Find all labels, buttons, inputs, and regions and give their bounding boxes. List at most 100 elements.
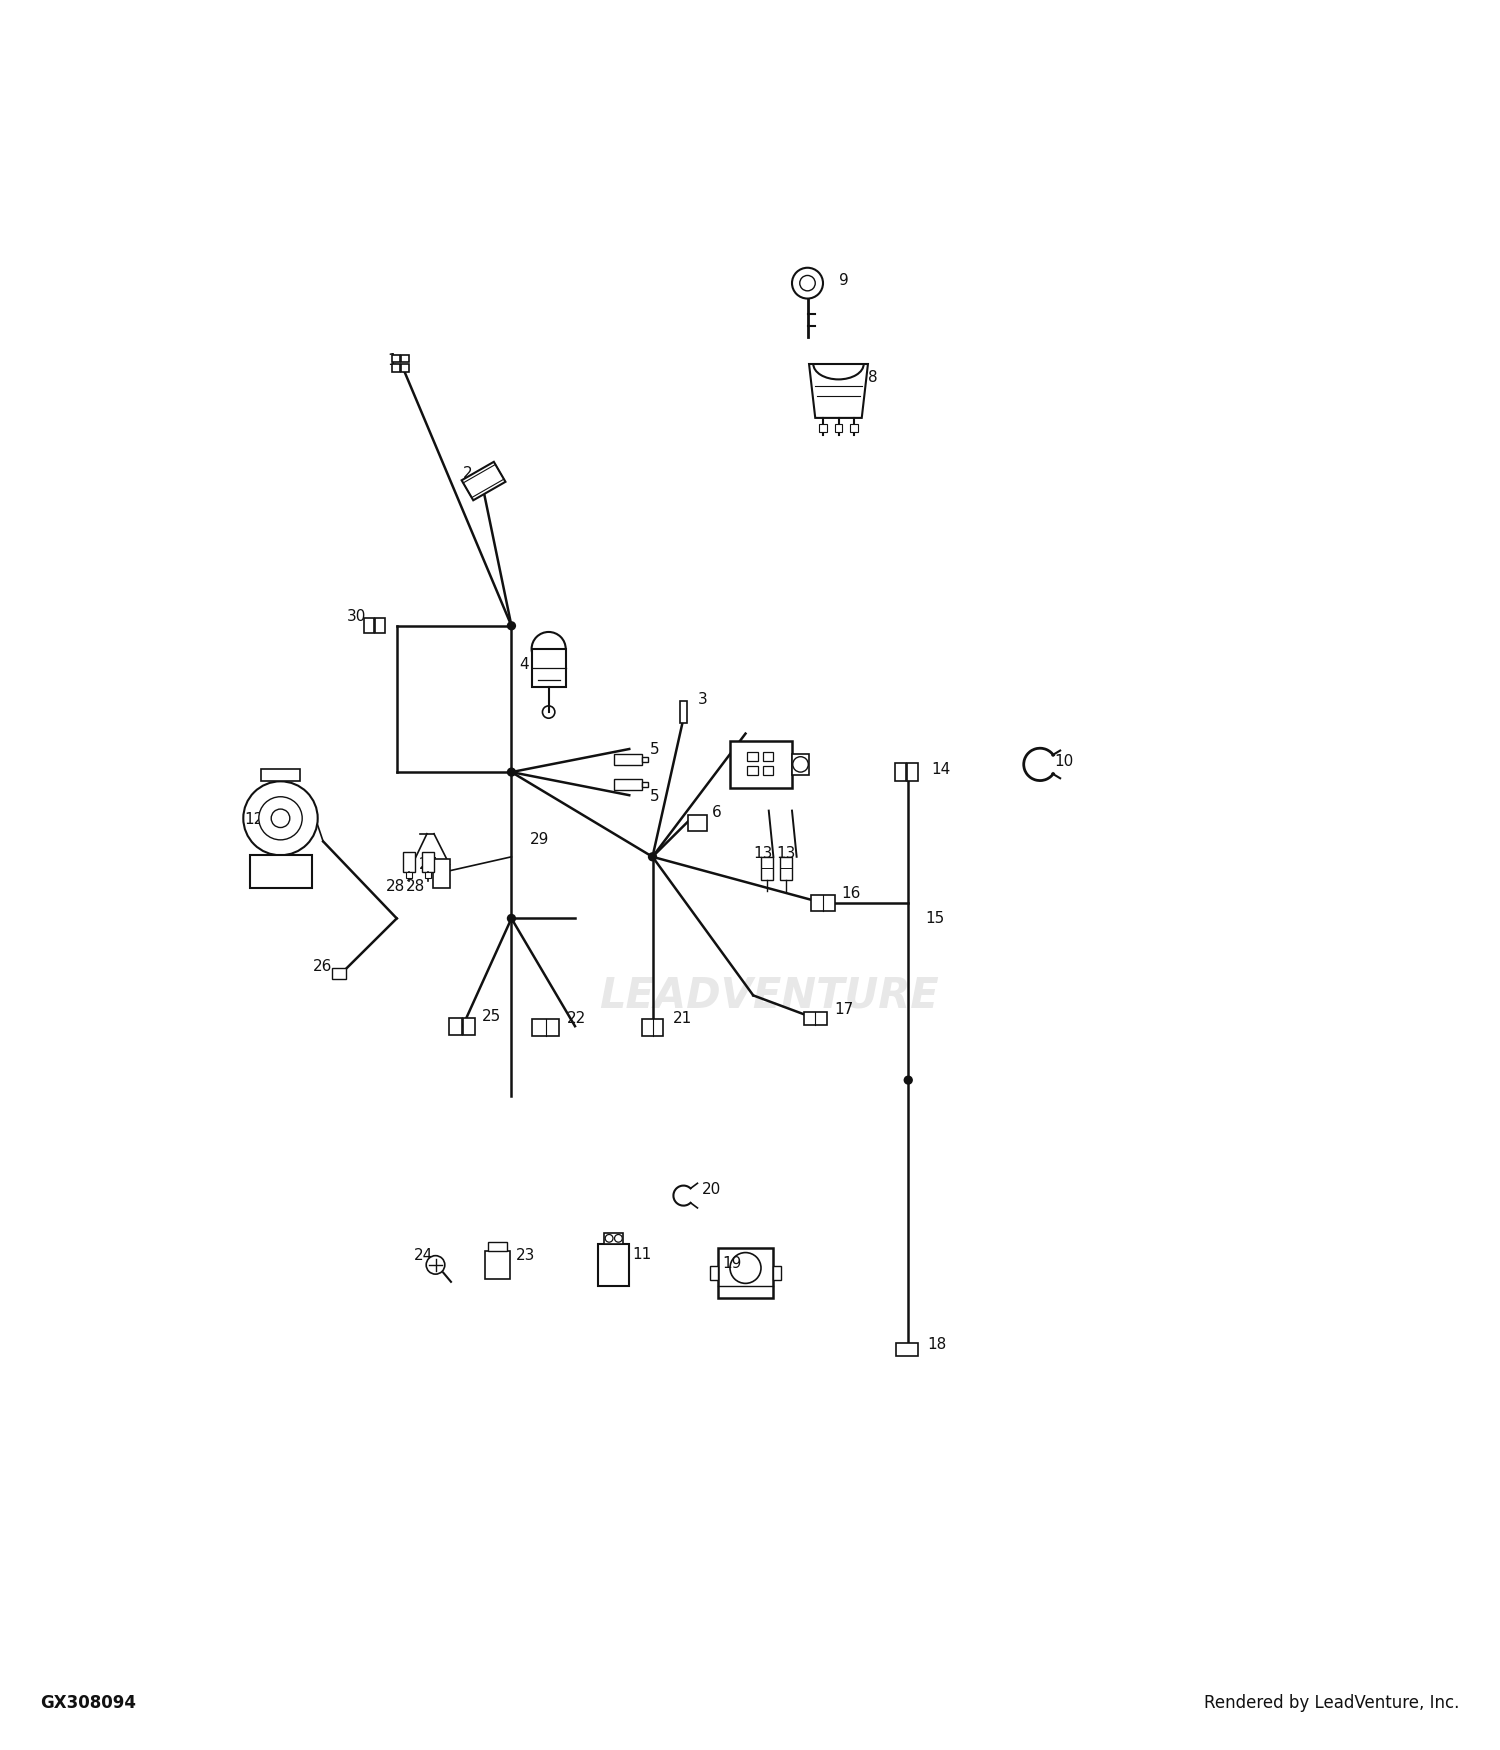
Bar <box>614 754 642 765</box>
Bar <box>450 1018 462 1034</box>
Bar <box>688 816 706 831</box>
Text: 28: 28 <box>386 878 405 894</box>
Bar <box>333 968 346 980</box>
Bar <box>642 782 648 788</box>
Text: LEADVENTURE: LEADVENTURE <box>598 975 939 1017</box>
Bar <box>642 758 648 761</box>
Bar <box>804 1011 826 1026</box>
Text: 13: 13 <box>753 847 772 861</box>
Bar <box>433 859 450 889</box>
Polygon shape <box>808 364 868 418</box>
Bar <box>747 752 758 761</box>
Text: 23: 23 <box>516 1248 536 1264</box>
Circle shape <box>507 768 516 777</box>
Bar <box>406 872 412 878</box>
Bar <box>730 742 792 788</box>
Circle shape <box>243 780 318 856</box>
Bar <box>850 424 858 432</box>
Bar <box>484 1251 510 1279</box>
Bar <box>402 355 410 362</box>
Bar <box>402 364 410 371</box>
Text: 19: 19 <box>723 1256 741 1270</box>
Bar <box>392 355 400 362</box>
Text: 30: 30 <box>346 609 366 625</box>
Text: 28: 28 <box>406 878 426 894</box>
Bar <box>422 852 434 872</box>
Circle shape <box>792 268 824 299</box>
Text: 22: 22 <box>567 1011 586 1026</box>
Text: 18: 18 <box>927 1337 946 1353</box>
Bar <box>249 856 312 887</box>
Bar <box>404 852 416 872</box>
Text: 29: 29 <box>530 833 549 847</box>
Circle shape <box>615 1234 622 1242</box>
Bar <box>747 766 758 775</box>
Bar <box>261 768 300 780</box>
Text: 21: 21 <box>672 1011 692 1026</box>
Bar <box>392 364 400 371</box>
Circle shape <box>531 632 566 665</box>
Bar <box>464 464 504 497</box>
Bar <box>598 1244 630 1286</box>
Circle shape <box>507 914 516 922</box>
Bar <box>531 649 566 688</box>
Text: 7: 7 <box>729 749 738 765</box>
Circle shape <box>800 275 816 290</box>
Bar <box>680 702 687 723</box>
Text: 15: 15 <box>926 912 945 926</box>
Text: 20: 20 <box>702 1181 721 1197</box>
Bar <box>604 1234 622 1244</box>
Bar <box>762 766 774 775</box>
Text: 25: 25 <box>482 1010 501 1024</box>
Text: GX308094: GX308094 <box>40 1694 136 1712</box>
Bar <box>834 424 843 432</box>
Bar <box>717 1248 774 1298</box>
Text: 8: 8 <box>868 371 877 385</box>
Text: 9: 9 <box>839 273 849 289</box>
Text: 16: 16 <box>842 886 861 901</box>
Bar <box>780 858 792 880</box>
Circle shape <box>426 1256 445 1274</box>
Bar <box>462 1018 476 1034</box>
Bar <box>424 872 430 878</box>
Circle shape <box>543 705 555 717</box>
Bar <box>375 618 386 634</box>
Circle shape <box>648 852 657 861</box>
Bar <box>642 1018 663 1036</box>
Circle shape <box>903 1076 914 1085</box>
Text: 5: 5 <box>650 789 658 805</box>
Bar <box>364 618 375 634</box>
Text: 5: 5 <box>650 742 658 756</box>
Bar <box>760 858 774 880</box>
Text: 1: 1 <box>387 354 398 367</box>
Text: 26: 26 <box>314 959 333 973</box>
Circle shape <box>260 796 302 840</box>
Bar <box>812 896 834 910</box>
Bar <box>896 1344 918 1356</box>
Bar <box>532 1018 558 1036</box>
Bar <box>710 1267 717 1281</box>
Bar <box>906 763 918 780</box>
Text: 4: 4 <box>519 656 530 672</box>
Text: 14: 14 <box>932 761 951 777</box>
Circle shape <box>507 621 516 630</box>
Bar <box>614 779 642 789</box>
Text: 3: 3 <box>698 693 706 707</box>
Bar <box>762 752 774 761</box>
Circle shape <box>604 1234 613 1242</box>
Text: 17: 17 <box>834 1001 854 1017</box>
Bar <box>819 424 827 432</box>
Text: 10: 10 <box>1054 754 1072 768</box>
Bar <box>896 763 906 780</box>
Text: 27: 27 <box>419 858 438 872</box>
Text: Rendered by LeadVenture, Inc.: Rendered by LeadVenture, Inc. <box>1204 1694 1460 1712</box>
Bar <box>462 462 506 500</box>
Bar <box>792 754 808 775</box>
Text: 6: 6 <box>711 805 722 819</box>
Bar <box>774 1267 782 1281</box>
Text: 24: 24 <box>414 1248 434 1264</box>
Text: 12: 12 <box>244 812 264 828</box>
Bar <box>488 1242 507 1251</box>
Text: 13: 13 <box>777 847 796 861</box>
Text: 2: 2 <box>462 466 472 481</box>
